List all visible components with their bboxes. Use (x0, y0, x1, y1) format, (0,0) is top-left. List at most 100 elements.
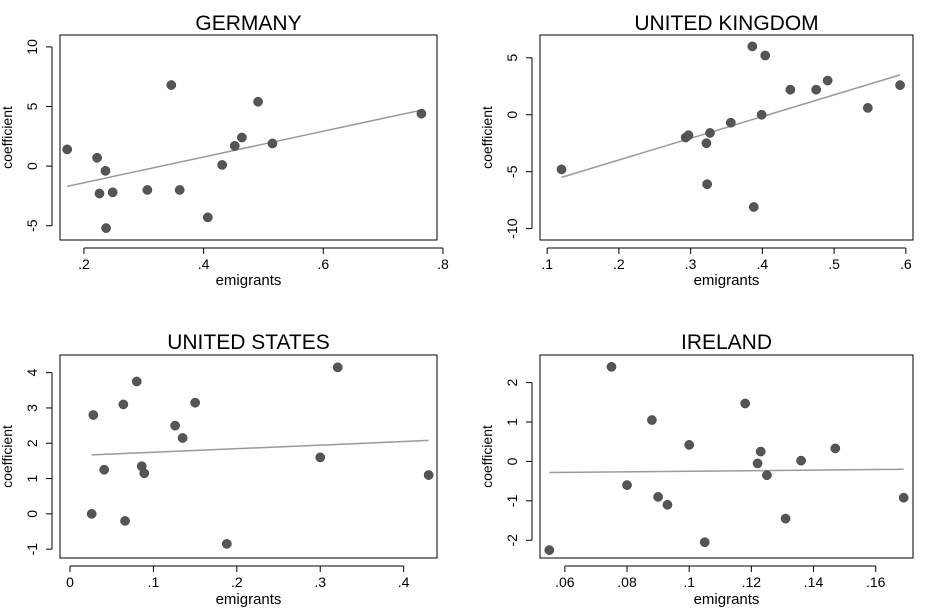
y-tick-label: -5 (24, 219, 40, 232)
x-tick-label: .1 (148, 574, 160, 590)
data-point (174, 185, 185, 195)
data-point (423, 470, 434, 480)
x-tick-label: .2 (231, 574, 243, 590)
y-tick-label: 10 (24, 39, 40, 55)
data-point (705, 128, 715, 138)
data-point (229, 140, 240, 151)
x-tick-label: .3 (685, 256, 697, 272)
x-tick-label: .6 (317, 256, 329, 272)
data-point (683, 130, 694, 141)
data-point (702, 179, 712, 190)
data-point (701, 138, 712, 149)
plot-frame (59, 354, 438, 559)
data-point (622, 480, 632, 490)
x-tick-label: .08 (617, 574, 637, 590)
x-tick-label: .1 (541, 256, 553, 272)
x-tick-label: 0 (66, 574, 74, 590)
data-point (653, 492, 663, 502)
data-point (315, 452, 326, 463)
y-tick-label: 2 (24, 439, 40, 447)
chart-title: UNITED STATES (167, 331, 330, 354)
data-point (822, 75, 833, 86)
y-tick-label: 1 (24, 474, 40, 482)
data-point (92, 152, 102, 163)
chart-title: IRELAND (681, 331, 772, 354)
y-tick-label: -2 (504, 534, 520, 547)
y-axis-label: coefficient (0, 425, 15, 488)
data-point (699, 537, 710, 548)
data-point (217, 160, 228, 170)
x-axis-label: emigrants (216, 591, 282, 608)
data-point (740, 398, 751, 409)
x-axis-label: emigrants (694, 591, 760, 608)
y-tick-label: 0 (504, 111, 520, 119)
chart-title: GERMANY (195, 12, 301, 35)
y-tick-label: -5 (504, 165, 520, 178)
data-point (556, 164, 567, 175)
data-point (606, 361, 617, 372)
data-point (237, 132, 247, 143)
data-point (142, 185, 153, 195)
data-point (762, 470, 772, 481)
chart-panel-0: GERMANY .2 .4 .6 .8 emigrants -5 0 5 10 coefficien… (0, 12, 449, 289)
data-point (416, 108, 427, 119)
y-tick-label: 0 (24, 510, 40, 518)
data-point (86, 509, 97, 519)
data-point (166, 80, 177, 90)
x-axis-label: emigrants (216, 272, 282, 289)
data-point (62, 144, 73, 155)
data-point (221, 539, 232, 549)
y-tick-label: 0 (504, 457, 520, 465)
y-tick-label: 0 (24, 162, 40, 170)
data-point (101, 223, 111, 233)
x-tick-label: .1 (683, 574, 695, 590)
y-tick-label: 3 (24, 404, 40, 412)
data-point (684, 440, 695, 450)
data-point (785, 84, 796, 95)
data-point (139, 468, 150, 479)
plot-frame (59, 34, 438, 241)
y-axis-label: coefficient (479, 425, 495, 488)
x-tick-label: .12 (742, 574, 762, 590)
data-point (202, 212, 213, 223)
x-tick-label: .06 (555, 574, 575, 590)
data-point (118, 399, 129, 410)
chart-panel-3: IRELAND .06 .08 .1 .12 .14 .16 emigrants -2 -1 0 1 2… (479, 331, 914, 608)
data-point (544, 545, 555, 555)
y-axis-label: coefficient (479, 106, 495, 169)
x-tick-label: .4 (757, 256, 769, 272)
y-tick-label: 4 (24, 369, 40, 377)
data-point (190, 397, 200, 408)
x-tick-label: .6 (900, 256, 912, 272)
x-tick-label: .16 (866, 574, 886, 590)
data-point (756, 109, 767, 120)
data-point (99, 464, 110, 475)
chart-title: UNITED KINGDOM (634, 12, 818, 35)
data-point (332, 362, 343, 373)
data-point (725, 117, 736, 128)
y-tick-label: 5 (504, 54, 520, 62)
data-point (796, 455, 806, 466)
data-point (760, 50, 771, 61)
data-point (131, 376, 142, 387)
data-point (755, 446, 766, 457)
plot-frame (539, 34, 914, 241)
x-tick-label: .2 (78, 256, 90, 272)
chart-panel-2: UNITED STATES 0 .1 .2 .3 .4 emigrants -1 0 1 2 3 4 co… (0, 331, 438, 608)
chart-panel-1: UNITED KINGDOM .1 .2 .3 .4 .5 .6 emigrants -10 -5… (479, 12, 914, 289)
data-point (88, 410, 99, 420)
x-tick-label: .2 (613, 256, 625, 272)
fit-line (67, 109, 422, 188)
x-axis-label: emigrants (694, 272, 760, 289)
data-point (862, 103, 873, 113)
data-point (662, 499, 673, 510)
x-tick-label: .4 (198, 256, 210, 272)
y-tick-label: -1 (24, 543, 40, 556)
plot-frame (539, 354, 914, 559)
data-point (780, 513, 791, 524)
y-tick-label: 1 (504, 418, 520, 426)
x-tick-label: .5 (828, 256, 840, 272)
data-point (748, 202, 759, 212)
data-point (100, 166, 111, 176)
x-tick-label: .3 (314, 574, 326, 590)
